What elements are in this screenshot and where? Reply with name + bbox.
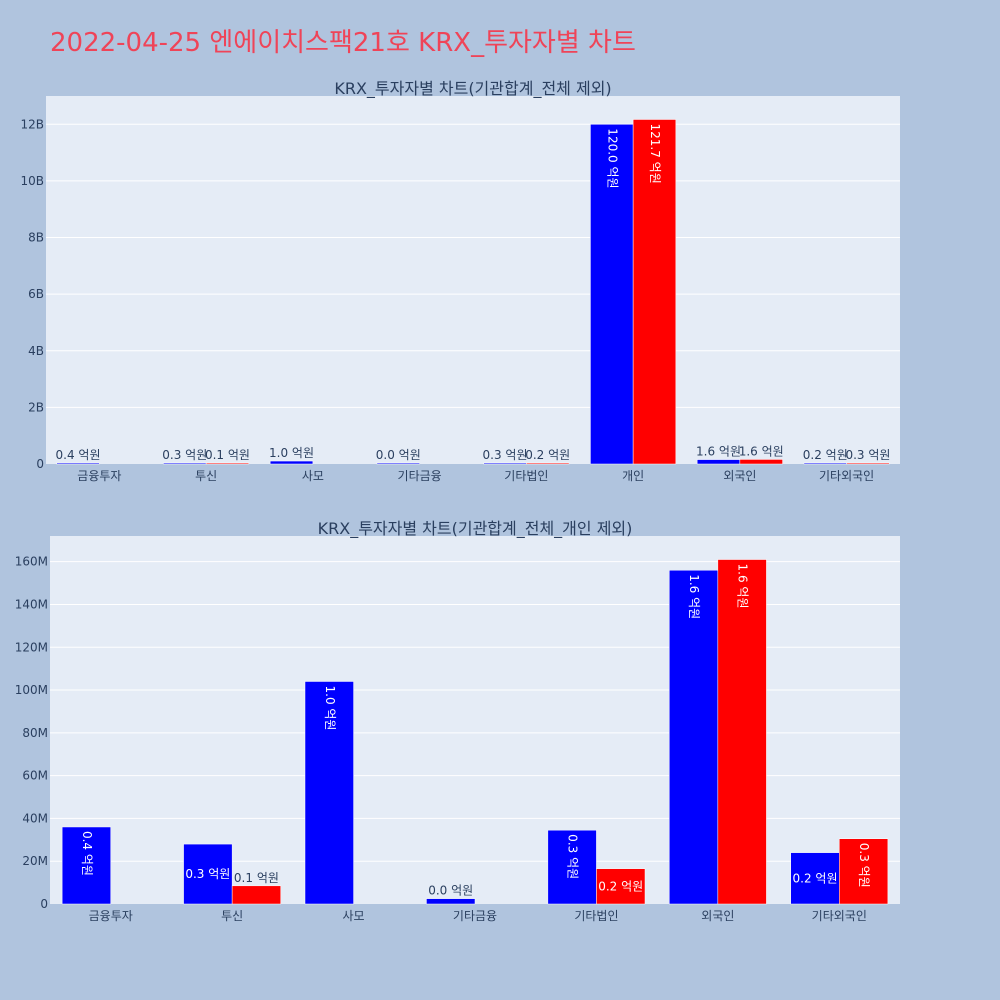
x-tick-label: 기타외국인 xyxy=(812,909,867,923)
bar xyxy=(839,838,889,905)
bar xyxy=(205,462,250,465)
x-tick-label: 금융투자 xyxy=(77,469,121,483)
bar xyxy=(596,868,646,905)
x-tick-label: 투신 xyxy=(221,909,243,923)
bar-label: 0.2 억원 xyxy=(598,879,643,893)
x-tick-label: 투신 xyxy=(195,469,217,483)
bar xyxy=(483,462,527,465)
bar-label: 0.1 억원 xyxy=(234,871,279,885)
bar-label: 121.7 억원 xyxy=(648,123,662,183)
bar-label: 0.3 억원 xyxy=(483,448,528,462)
bar xyxy=(304,681,354,905)
bar xyxy=(426,898,476,905)
x-tick-label: 사모 xyxy=(302,469,324,483)
x-tick-label: 기타금융 xyxy=(398,469,442,483)
bar-label: 0.1 억원 xyxy=(205,448,250,462)
y-tick-label: 8B xyxy=(28,231,44,245)
chart-individual-excluded: KRX_투자자별 차트(기관합계_전체_개인 제외) 0 20M 40M 60M 80M 1… xyxy=(0,510,1000,930)
bar xyxy=(803,462,847,465)
bar-label: 0.0 억원 xyxy=(376,448,421,462)
y-tick-label: 120M xyxy=(15,640,48,654)
bar xyxy=(526,462,570,465)
bar xyxy=(163,462,207,465)
x-tick-label: 개인 xyxy=(622,469,644,483)
bar-label: 1.6 억원 xyxy=(739,444,784,458)
bar xyxy=(739,459,783,465)
bar-label: 0.3 억원 xyxy=(845,448,890,462)
bar-label: 0.3 억원 xyxy=(857,843,871,888)
bar xyxy=(547,829,597,905)
bar-label: 0.4 억원 xyxy=(56,448,101,462)
chart-title: KRX_투자자별 차트(기관합계_전체 제외) xyxy=(334,79,611,99)
bar-label: 120.0 억원 xyxy=(605,128,619,188)
bar xyxy=(696,459,741,465)
bar xyxy=(183,843,233,905)
x-tick-label: 기타법인 xyxy=(574,909,618,923)
chart-1-svg: KRX_투자자별 차트(기관합계_전체_개인 제외) 0 20M 40M 60M 80M 1… xyxy=(15,519,900,923)
plot-area xyxy=(46,96,900,464)
y-tick-label: 60M xyxy=(22,769,48,783)
y-tick-label: 20M xyxy=(22,854,48,868)
bar xyxy=(790,852,840,905)
y-tick-label: 80M xyxy=(22,726,48,740)
bar-label: 0.3 억원 xyxy=(162,448,207,462)
y-tick-label: 10B xyxy=(20,174,44,188)
bar-label: 0.0 억원 xyxy=(428,884,473,898)
bar xyxy=(56,462,100,465)
x-tick-label: 기타금융 xyxy=(453,909,497,923)
bar xyxy=(669,569,719,905)
x-tick-label: 사모 xyxy=(343,909,365,923)
x-tick-label: 기타외국인 xyxy=(819,469,874,483)
bar xyxy=(717,559,767,905)
y-tick-label: 6B xyxy=(28,287,44,301)
x-tick-label: 기타법인 xyxy=(504,469,548,483)
bar-label: 0.4 억원 xyxy=(80,831,94,876)
y-tick-label: 100M xyxy=(15,683,48,697)
chart-0-svg: KRX_투자자별 차트(기관합계_전체 제외) 0 2B 4B 6B 8B 10B 12B 0.… xyxy=(20,79,900,483)
bar-label: 1.6 억원 xyxy=(696,445,741,459)
y-tick-label: 0 xyxy=(40,897,48,911)
bar-label: 1.6 억원 xyxy=(687,574,701,619)
bar xyxy=(269,460,314,465)
bar-label: 0.2 억원 xyxy=(525,448,570,462)
bar-label: 0.2 억원 xyxy=(803,448,848,462)
chart-institution-excluded: KRX_투자자별 차트(기관합계_전체 제외) 0 2B 4B 6B 8B 10B 12B 0.… xyxy=(0,70,1000,490)
bar xyxy=(846,462,890,465)
bar-label: 0.3 억원 xyxy=(566,834,580,879)
y-tick-label: 2B xyxy=(28,400,44,414)
bar-label: 0.3 억원 xyxy=(185,867,230,881)
bar-label: 1.0 억원 xyxy=(323,685,337,730)
x-tick-label: 금융투자 xyxy=(89,909,133,923)
bar xyxy=(376,462,420,465)
y-tick-label: 0 xyxy=(36,457,44,471)
bar-label: 1.6 억원 xyxy=(736,564,750,609)
bar xyxy=(61,826,111,905)
y-tick-label: 40M xyxy=(22,811,48,825)
x-tick-label: 외국인 xyxy=(701,909,734,923)
y-tick-label: 160M xyxy=(15,555,48,569)
x-tick-label: 외국인 xyxy=(723,469,756,483)
bar xyxy=(632,119,677,465)
bar-label: 0.2 억원 xyxy=(793,871,838,885)
plot-area xyxy=(50,536,900,904)
y-tick-label: 4B xyxy=(28,344,44,358)
bar-label: 1.0 억원 xyxy=(269,446,314,460)
y-tick-label: 140M xyxy=(15,597,48,611)
page-title: 2022-04-25 엔에이치스팩21호 KRX_투자자별 차트 xyxy=(50,28,636,58)
chart-title: KRX_투자자별 차트(기관합계_전체_개인 제외) xyxy=(318,519,633,539)
bar xyxy=(231,885,281,905)
y-tick-label: 12B xyxy=(20,117,44,131)
bar xyxy=(590,124,634,465)
